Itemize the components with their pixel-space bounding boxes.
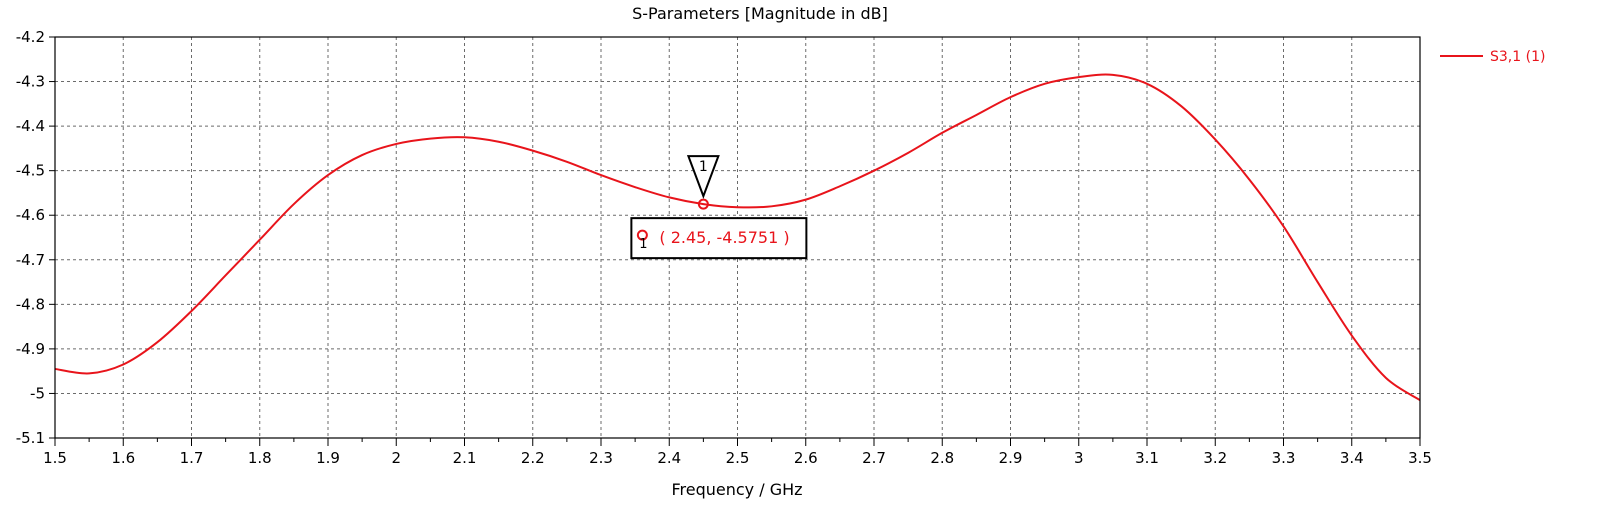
x-tick-label: 1.7	[180, 449, 204, 467]
y-tick-label: -4.8	[16, 295, 45, 313]
x-tick-label: 1.6	[111, 449, 135, 467]
x-tick-label: 3	[1074, 449, 1084, 467]
chart-title: S-Parameters [Magnitude in dB]	[632, 4, 888, 23]
x-tick-label: 3.4	[1340, 449, 1364, 467]
y-tick-label: -4.2	[16, 28, 45, 46]
x-tick-label: 2.9	[999, 449, 1023, 467]
x-tick-label: 1.9	[316, 449, 340, 467]
marker-readout-box	[630, 217, 808, 260]
y-tick-label: -4.6	[16, 206, 45, 224]
axis-ticks: 1.5 1.6 1.7 1.8 1.9 2 2.1 2.2 2.3 2.4 2.5 2.6 2.7 2.8…	[16, 28, 1432, 467]
marker-point	[697, 198, 709, 210]
x-tick-label: 2.7	[862, 449, 886, 467]
x-tick-label: 1.5	[43, 449, 67, 467]
marker-readout-label: ( 2.45, -4.5751 )	[659, 228, 789, 247]
series-layer	[54, 73, 1421, 401]
y-tick-label: -5	[30, 384, 45, 402]
marker-triangle-icon[interactable]	[686, 155, 720, 199]
readout-marker-id: 1	[639, 237, 647, 252]
legend-label: S3,1 (1)	[1490, 49, 1545, 65]
x-tick-label: 2.2	[521, 449, 545, 467]
x-tick-label: 2.1	[453, 449, 477, 467]
x-tick-label: 3.5	[1408, 449, 1432, 467]
x-tick-label: 2.4	[657, 449, 681, 467]
x-tick-label: 2.8	[930, 449, 954, 467]
series-line-s31	[54, 73, 1421, 401]
legend: S3,1 (1)	[1440, 49, 1545, 65]
y-tick-label: -4.5	[16, 162, 45, 180]
plot-frame	[54, 36, 1421, 439]
marker-id: 1	[699, 159, 708, 175]
y-tick-label: -4.7	[16, 251, 45, 269]
x-tick-label: 2	[391, 449, 401, 467]
x-tick-label: 2.3	[589, 449, 613, 467]
x-tick-label: 1.8	[248, 449, 272, 467]
x-axis-label: Frequency / GHz	[671, 480, 802, 499]
readout-marker-icon	[636, 229, 648, 241]
x-tick-label: 2.6	[794, 449, 818, 467]
x-tick-label: 2.5	[726, 449, 750, 467]
y-tick-label: -4.9	[16, 340, 45, 358]
y-tick-label: -4.3	[16, 73, 45, 91]
marker-layer: 1 1 ( 2.45, -4.5751 )	[630, 155, 808, 260]
x-tick-label: 3.3	[1272, 449, 1296, 467]
y-tick-label: -5.1	[16, 429, 45, 447]
y-tick-label: -4.4	[16, 117, 45, 135]
x-tick-label: 3.1	[1135, 449, 1159, 467]
x-tick-label: 3.2	[1203, 449, 1227, 467]
